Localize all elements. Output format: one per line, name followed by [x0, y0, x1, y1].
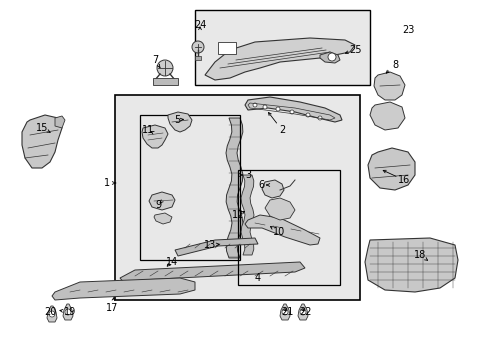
- Circle shape: [305, 113, 309, 117]
- Polygon shape: [120, 262, 305, 284]
- Text: 11: 11: [142, 125, 154, 135]
- Text: 25: 25: [348, 45, 361, 55]
- Text: 13: 13: [203, 240, 216, 250]
- Bar: [195, 10, 369, 85]
- Text: 3: 3: [244, 170, 250, 180]
- Circle shape: [275, 107, 280, 111]
- Text: 22: 22: [298, 307, 311, 317]
- Text: 9: 9: [155, 200, 161, 210]
- Text: 4: 4: [254, 273, 261, 283]
- Polygon shape: [154, 213, 172, 224]
- Polygon shape: [175, 238, 258, 256]
- Polygon shape: [364, 238, 457, 292]
- Polygon shape: [369, 102, 404, 130]
- Circle shape: [65, 309, 71, 315]
- Polygon shape: [297, 304, 307, 320]
- Polygon shape: [367, 148, 414, 190]
- Text: 5: 5: [174, 115, 180, 125]
- Circle shape: [289, 110, 293, 114]
- Circle shape: [327, 53, 335, 61]
- Polygon shape: [280, 304, 289, 320]
- Circle shape: [282, 309, 287, 315]
- Polygon shape: [47, 306, 57, 322]
- Circle shape: [263, 105, 266, 109]
- Text: 2: 2: [278, 125, 285, 135]
- Text: 6: 6: [257, 180, 264, 190]
- Circle shape: [317, 116, 321, 120]
- Text: 21: 21: [280, 307, 293, 317]
- Polygon shape: [52, 278, 195, 300]
- Text: 20: 20: [44, 307, 56, 317]
- Polygon shape: [63, 304, 73, 320]
- Text: 10: 10: [272, 227, 285, 237]
- Polygon shape: [262, 180, 284, 198]
- Bar: [140, 115, 240, 260]
- Polygon shape: [244, 215, 319, 245]
- Polygon shape: [149, 192, 175, 210]
- Text: 15: 15: [36, 123, 48, 133]
- Text: 12: 12: [231, 210, 244, 220]
- Circle shape: [192, 41, 203, 53]
- Circle shape: [252, 103, 257, 107]
- Polygon shape: [55, 116, 65, 128]
- Polygon shape: [319, 52, 339, 63]
- Text: 16: 16: [397, 175, 409, 185]
- Text: 17: 17: [105, 303, 118, 313]
- Circle shape: [299, 309, 305, 315]
- Polygon shape: [204, 38, 354, 80]
- Bar: [153, 78, 178, 85]
- Circle shape: [157, 60, 173, 76]
- Polygon shape: [244, 97, 341, 122]
- Bar: [115, 95, 359, 300]
- Polygon shape: [373, 72, 404, 100]
- Bar: [218, 42, 236, 54]
- Text: 8: 8: [391, 60, 397, 70]
- Text: 19: 19: [64, 307, 76, 317]
- Text: 14: 14: [165, 257, 178, 267]
- Polygon shape: [168, 112, 192, 132]
- Polygon shape: [142, 125, 168, 148]
- Text: 18: 18: [413, 250, 425, 260]
- Text: 23: 23: [401, 25, 413, 35]
- Polygon shape: [264, 198, 294, 220]
- Text: 24: 24: [193, 20, 206, 30]
- Polygon shape: [241, 175, 253, 255]
- Polygon shape: [225, 118, 243, 258]
- Bar: [238, 170, 339, 285]
- Text: 7: 7: [152, 55, 158, 65]
- Circle shape: [49, 311, 55, 317]
- Text: 1: 1: [104, 178, 110, 188]
- Polygon shape: [22, 115, 62, 168]
- Bar: [195, 56, 201, 60]
